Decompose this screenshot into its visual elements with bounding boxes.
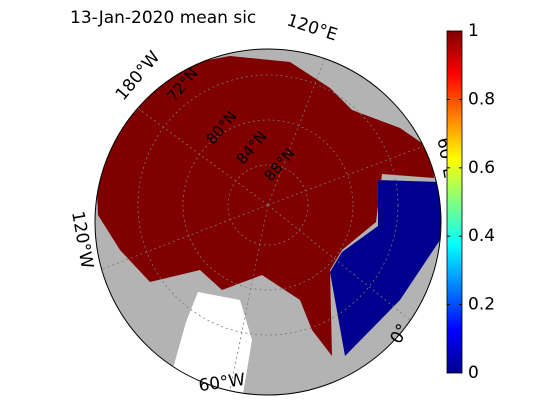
graticule [99, 49, 441, 391]
colorbar [446, 30, 463, 374]
lon-label: 120°E [284, 11, 339, 46]
colorbar-tick-label: 0 [468, 363, 479, 383]
colorbar-tick-label: 0.4 [468, 226, 495, 246]
colorbar-tick-label: 0.2 [468, 295, 495, 315]
map-disk [95, 49, 441, 395]
greenland [172, 292, 252, 395]
colorbar-tick-label: 0.8 [468, 89, 495, 109]
colorbar-tick-label: 0.6 [468, 158, 495, 178]
open-ocean [330, 180, 441, 356]
lon-label: 120°W [67, 210, 97, 271]
map-frame [94, 48, 442, 396]
sea-ice [96, 56, 434, 356]
colorbar-tick-label: 1 [468, 21, 479, 41]
title: 13-Jan-2020 mean sic [70, 8, 256, 28]
